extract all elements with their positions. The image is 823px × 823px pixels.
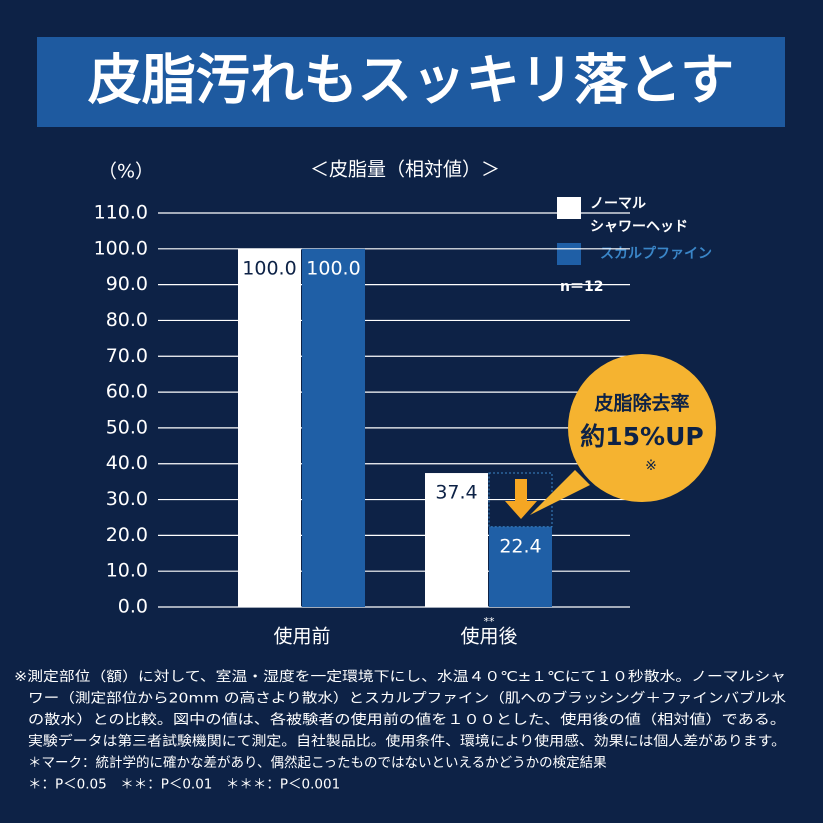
callout-title: 皮脂除去率 bbox=[594, 392, 689, 415]
bar bbox=[425, 473, 488, 607]
value-label: 100.0 bbox=[306, 257, 360, 279]
footnote: ※測定部位（額）に対して、室温・湿度を一定環境下にし、水温４０℃±１℃にて１０秒… bbox=[14, 668, 786, 685]
y-tick-label: 70.0 bbox=[106, 345, 148, 367]
down-arrow bbox=[505, 479, 537, 520]
chart-subtitle: ＜皮脂量（相対値）＞ bbox=[310, 159, 500, 181]
y-tick-label: 30.0 bbox=[106, 488, 148, 510]
callout-tail bbox=[530, 470, 590, 515]
chart-title: 皮脂汚れもスッキリ落とす bbox=[88, 49, 734, 112]
value-label: 22.4 bbox=[499, 535, 541, 557]
bar bbox=[238, 248, 301, 607]
y-tick-label: 40.0 bbox=[106, 452, 148, 474]
y-tick-label: 60.0 bbox=[106, 381, 148, 403]
legend-label: スカルプファイン bbox=[600, 246, 712, 262]
y-tick-label: 50.0 bbox=[106, 416, 148, 438]
y-tick-label: 110.0 bbox=[94, 202, 148, 224]
legend-label: ノーマル シャワーヘッド bbox=[590, 196, 688, 235]
y-tick-label: 80.0 bbox=[106, 309, 148, 331]
x-tick-label: 使用後 bbox=[460, 626, 517, 648]
significance-mark: ** bbox=[484, 615, 496, 628]
value-label: 37.4 bbox=[435, 482, 477, 504]
y-tick-label: 0.0 bbox=[118, 596, 148, 618]
bar bbox=[489, 526, 552, 607]
y-tick-label: 20.0 bbox=[106, 524, 148, 546]
footnote: ワー（測定部位から20mm の高さより散水）とスカルプファイン（肌へのブラッシン… bbox=[28, 690, 787, 707]
y-tick-label: 100.0 bbox=[94, 237, 148, 259]
sample-size: n＝12 bbox=[560, 279, 603, 295]
value-label: 100.0 bbox=[242, 257, 296, 279]
y-tick-label: 10.0 bbox=[106, 560, 148, 582]
callout-value: 約15%UP bbox=[580, 422, 703, 451]
title-banner bbox=[37, 37, 785, 127]
legend-swatch bbox=[557, 197, 581, 219]
callout-circle bbox=[568, 354, 716, 502]
legend-swatch bbox=[557, 243, 581, 265]
footnote: ＊マーク：統計学的に確かな差があり、偶然起こったものではないといえるかどうかの検… bbox=[28, 754, 607, 771]
y-axis-label: （%） bbox=[98, 161, 154, 183]
callout: 皮脂除去率 約15%UP ※ bbox=[530, 354, 716, 515]
x-tick-label: 使用前 bbox=[273, 626, 330, 648]
footnote: の散水）との比較。図中の値は、各被験者の使用前の値を１００とした、使用後の値（相… bbox=[28, 711, 786, 728]
callout-note: ※ bbox=[645, 458, 657, 474]
y-tick-label: 90.0 bbox=[106, 273, 148, 295]
bar bbox=[302, 248, 365, 607]
footnote: ＊：P＜0.05 ＊＊：P＜0.01 ＊＊＊：P＜0.001 bbox=[28, 777, 340, 793]
footnote: 実験データは第三者試験機関にて測定。自社製品比。使用条件、環境により使用感、効果… bbox=[28, 733, 786, 750]
